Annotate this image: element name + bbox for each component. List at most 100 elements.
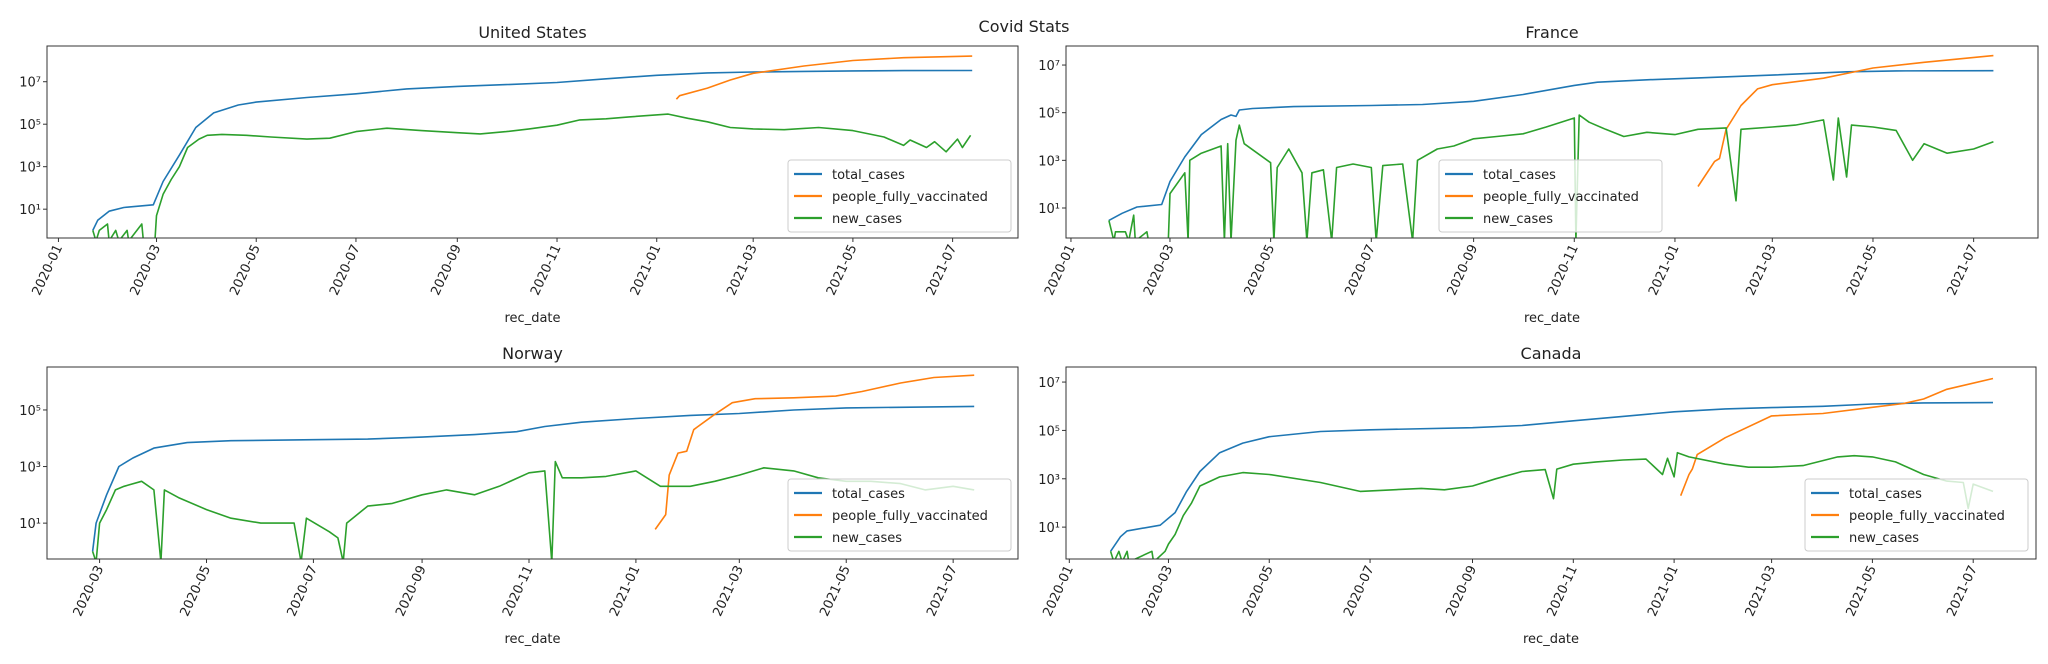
y-tick-label: 10⁵ [1038,107,1060,122]
x-tick-label: 2021-01 [628,242,665,298]
x-tick-label: 2021-05 [817,563,854,619]
subplot-canada: Canada 10¹ 10³ 10⁵ 10⁷ 2020-01 2020-03 2020-05 2… [1038,344,2037,647]
y-tick-label: 10³ [1038,154,1060,169]
x-tick-label: 2021-07 [924,563,961,619]
series-line-total-cases [92,69,973,231]
x-tick-label: 2020-03 [71,563,108,619]
series-line-new-cases [91,460,975,559]
x-tick-label: 2021-03 [724,242,761,298]
subplot-title: France [1525,23,1578,42]
subplot-norway: Norway 10¹ 10³ 10⁵ 2020-03 2020-05 2020-07 2020… [19,344,1019,647]
x-tick-label: 2020-11 [1544,563,1581,619]
y-tick-label: 10⁷ [19,76,41,91]
x-tick-label: 2020-11 [1545,242,1582,298]
x-tick-label: 2021-01 [1646,242,1683,298]
x-tick-label: 2020-09 [428,242,465,298]
legend: total_cases people_fully_vaccinated new_ca… [787,478,1012,552]
legend-entry: people_fully_vaccinated [832,190,988,205]
subplot-title: United States [478,23,586,42]
x-tick-label: 2020-07 [284,563,321,619]
x-tick-label: 2020-07 [1341,563,1378,619]
legend-entry: total_cases [832,487,905,502]
x-tick-label: 2021-03 [710,563,747,619]
series-line-people-fully-vaccinated [1697,54,1994,187]
legend-entry: people_fully_vaccinated [1849,509,2005,524]
x-axis-label: rec_date [1524,311,1580,326]
x-tick-label: 2020-01 [1040,563,1077,619]
x-axis-label: rec_date [1523,632,1579,647]
x-tick-label: 2020-11 [528,242,565,298]
y-tick-label: 10¹ [19,517,41,532]
legend-entry: total_cases [1849,487,1922,502]
y-tick-label: 10³ [19,161,41,176]
x-tick-label: 2020-05 [1242,242,1279,298]
axes-frame [46,366,1019,560]
axes-frame [1065,45,2039,239]
legend-entry: new_cases [1849,531,1919,546]
x-tick-label: 2021-01 [1645,563,1682,619]
y-tick-label: 10⁷ [1038,376,1060,391]
x-tick-label: 2020-05 [178,563,215,619]
x-tick-label: 2021-03 [1743,563,1780,619]
legend-entry: total_cases [1483,168,1556,183]
x-tick-label: 2020-03 [128,242,165,298]
x-tick-label: 2021-01 [607,563,644,619]
y-tick-label: 10⁷ [1038,59,1060,74]
x-tick-label: 2020-09 [393,563,430,619]
y-tick-label: 10³ [1038,473,1060,488]
axes-frame [1065,366,2037,560]
legend-box [787,478,1012,552]
series-line-total-cases [91,405,975,552]
y-tick-label: 10¹ [1038,202,1060,217]
y-tick-label: 10¹ [19,203,41,218]
legend-entry: total_cases [832,168,905,183]
y-tick-label: 10⁵ [19,118,41,133]
x-tick-label: 2021-07 [1945,242,1982,298]
subplot-title: Canada [1521,344,1582,363]
legend-entry: new_cases [832,212,902,227]
x-tick-label: 2020-03 [1141,242,1178,298]
x-tick-label: 2021-05 [824,242,861,298]
x-axis-label: rec_date [504,632,560,647]
legend: total_cases people_fully_vaccinated new_ca… [1438,159,1663,233]
series-line-people-fully-vaccinated [654,374,975,530]
legend-box [787,159,1012,233]
subplot-title: Norway [502,344,563,363]
x-tick-label: 2020-11 [500,563,537,619]
series-line-people-fully-vaccinated [1679,377,1994,496]
x-tick-label: 2021-07 [924,242,961,298]
y-tick-label: 10⁵ [1038,424,1060,439]
x-axis-label: rec_date [504,311,560,326]
legend-entry: new_cases [1483,212,1553,227]
x-tick-label: 2020-01 [1042,242,1079,298]
x-tick-label: 2021-05 [1843,563,1880,619]
legend-entry: people_fully_vaccinated [832,509,988,524]
x-tick-label: 2020-01 [30,242,67,298]
x-tick-label: 2020-07 [1342,242,1379,298]
series-line-total-cases [1108,69,1994,222]
figure-suptitle: Covid Stats [979,17,1070,36]
x-tick-label: 2020-03 [1140,563,1177,619]
series-line-people-fully-vaccinated [675,55,973,100]
y-tick-label: 10³ [19,461,41,476]
series-line-new-cases [1109,451,1994,559]
legend: total_cases people_fully_vaccinated new_ca… [787,159,1012,233]
series-line-new-cases [92,113,972,238]
series-line-new-cases [1108,114,1994,238]
legend: total_cases people_fully_vaccinated new_ca… [1804,478,2029,552]
subplot-france: France 10¹ 10³ 10⁵ 10⁷ 2020-01 2020-03 2020-05 2… [1038,23,2039,326]
x-tick-label: 2020-09 [1445,242,1482,298]
x-tick-label: 2020-09 [1444,563,1481,619]
x-tick-label: 2020-05 [1240,563,1277,619]
x-tick-label: 2021-03 [1743,242,1780,298]
y-tick-label: 10¹ [1038,521,1060,536]
axes-frame [46,45,1019,239]
subplot-united-states: United States 10¹ 10³ 10⁵ 10⁷ 2020-01 2020-03 2… [19,23,1019,326]
legend-box [1804,478,2029,552]
x-tick-label: 2020-05 [227,242,264,298]
x-tick-label: 2021-07 [1944,563,1981,619]
series-line-total-cases [1109,401,1994,552]
x-tick-label: 2021-05 [1844,242,1881,298]
x-tick-label: 2020-07 [327,242,364,298]
